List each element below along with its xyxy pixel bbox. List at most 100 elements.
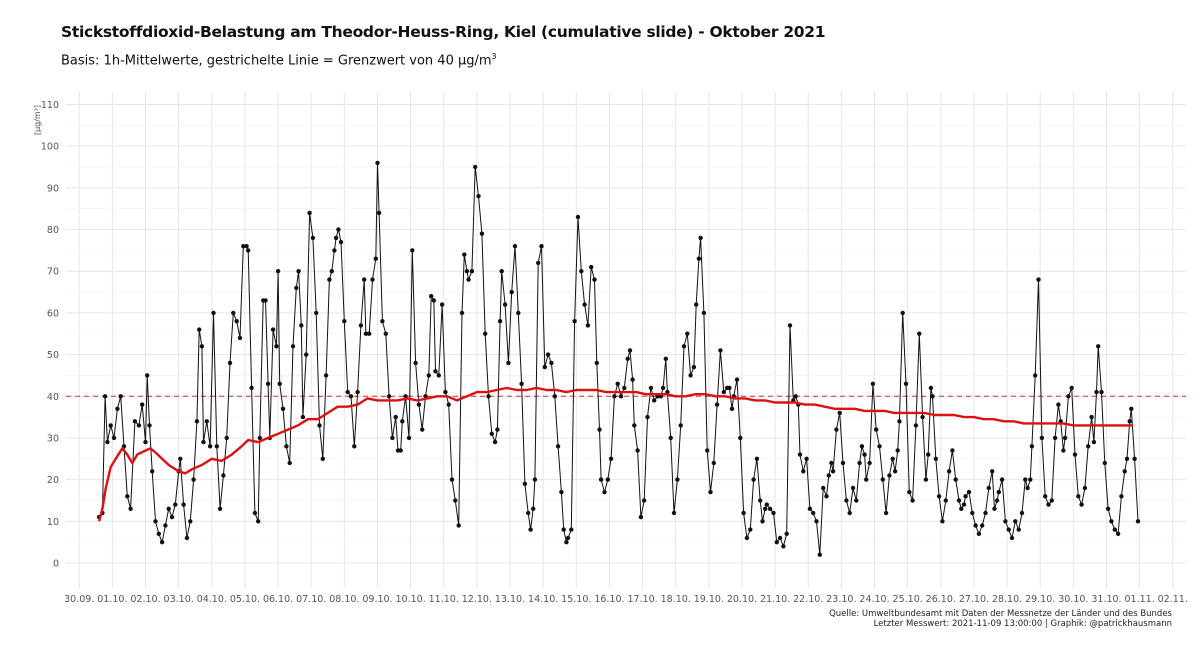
hourly-point: [153, 519, 158, 524]
hourly-point: [420, 427, 425, 432]
hourly-point: [1072, 452, 1078, 457]
hourly-point: [522, 481, 528, 486]
hourly-point: [585, 323, 591, 328]
hourly-point: [824, 494, 829, 499]
hourly-point: [817, 552, 822, 557]
hourly-point: [221, 473, 226, 478]
hourly-point: [265, 381, 271, 386]
hourly-point: [398, 448, 403, 453]
x-tick-label: 02.10.: [130, 594, 160, 605]
hourly-point: [314, 310, 319, 316]
hourly-point: [173, 502, 178, 507]
hourly-point: [204, 419, 209, 424]
hourly-point: [986, 485, 991, 491]
hourly-point: [784, 531, 789, 536]
hourly-point: [1127, 419, 1132, 424]
hourly-point: [933, 456, 938, 461]
hourly-point: [630, 377, 635, 382]
hourly-point: [741, 510, 746, 516]
hourly-point: [1079, 502, 1084, 507]
hourly-point: [459, 310, 465, 316]
hourly-point: [375, 160, 380, 166]
hourly-point: [777, 535, 783, 541]
hourly-point: [1099, 389, 1104, 395]
hourly-point: [499, 269, 504, 274]
hourly-point: [1135, 519, 1141, 524]
hourly-point: [552, 394, 557, 399]
hourly-point: [449, 477, 455, 482]
hourly-point: [479, 231, 485, 236]
hourly-point: [542, 364, 547, 370]
hourly-point: [847, 510, 852, 516]
hourly-point: [1066, 394, 1071, 399]
hourly-point: [373, 256, 378, 261]
hourly-point: [575, 214, 581, 220]
y-tick-label: 20: [47, 475, 59, 486]
hourly-point: [579, 269, 584, 274]
hourly-point: [874, 427, 879, 432]
hourly-point: [917, 331, 922, 336]
hourly-point: [561, 527, 566, 532]
hourly-point: [840, 460, 846, 466]
hourly-point: [622, 385, 627, 391]
x-gridlines: [78, 92, 1174, 588]
hourly-point: [473, 164, 478, 170]
hourly-point: [793, 394, 798, 399]
hourly-point: [996, 489, 1001, 495]
hourly-point: [136, 423, 142, 428]
hourly-point: [605, 477, 610, 482]
hourly-point: [300, 414, 306, 420]
hourly-point: [696, 256, 702, 261]
hourly-point: [345, 389, 350, 395]
hourly-series-line: [98, 162, 1139, 555]
hourly-point: [217, 506, 223, 511]
hourly-point: [1124, 456, 1130, 461]
hourly-point: [688, 373, 693, 378]
hourly-point: [748, 527, 753, 532]
hourly-point: [564, 540, 569, 545]
hourly-point: [597, 427, 602, 432]
hourly-point: [509, 289, 514, 295]
hourly-point: [214, 444, 219, 449]
hourly-point: [320, 456, 325, 461]
hourly-point: [528, 527, 533, 532]
x-tick-label: 21.10.: [760, 594, 790, 605]
hourly-point: [108, 423, 113, 428]
hourly-point: [145, 373, 150, 378]
hourly-point: [256, 519, 261, 524]
hourly-point: [290, 344, 296, 349]
hourly-point: [1049, 498, 1055, 503]
hourly-point: [1132, 456, 1137, 461]
x-tick-label: 25.10.: [893, 594, 923, 605]
y-axis-label: [μg/m³]: [33, 105, 42, 135]
hourly-point: [1115, 531, 1121, 536]
hourly-point: [671, 510, 677, 516]
hourly-point: [708, 489, 713, 495]
hourly-point: [830, 469, 836, 474]
hourly-point: [342, 319, 347, 324]
hourly-point: [433, 369, 438, 374]
hourly-point: [336, 227, 341, 232]
hourly-point: [826, 473, 831, 478]
hourly-point: [539, 244, 544, 249]
hourly-point: [159, 540, 165, 545]
hourly-point: [714, 402, 720, 407]
hourly-point: [582, 302, 587, 307]
hourly-point: [512, 244, 518, 249]
hourly-point: [572, 319, 577, 324]
hourly-point: [807, 506, 813, 511]
hourly-point: [721, 389, 726, 395]
hourly-point: [191, 477, 196, 482]
hourly-point: [363, 331, 369, 336]
chart-subtitle: Basis: 1h-Mittelwerte, gestrichelte Lini…: [61, 52, 497, 68]
x-tick-label: 09.10.: [362, 594, 392, 605]
hourly-point: [413, 360, 418, 366]
hourly-point: [383, 331, 388, 336]
hourly-point: [156, 531, 161, 536]
hourly-point: [332, 248, 337, 253]
hourly-point: [953, 477, 958, 482]
hourly-point: [1043, 494, 1048, 499]
x-tick-label: 28.10.: [992, 594, 1022, 605]
hourly-point: [729, 406, 735, 411]
hourly-point: [738, 435, 743, 441]
